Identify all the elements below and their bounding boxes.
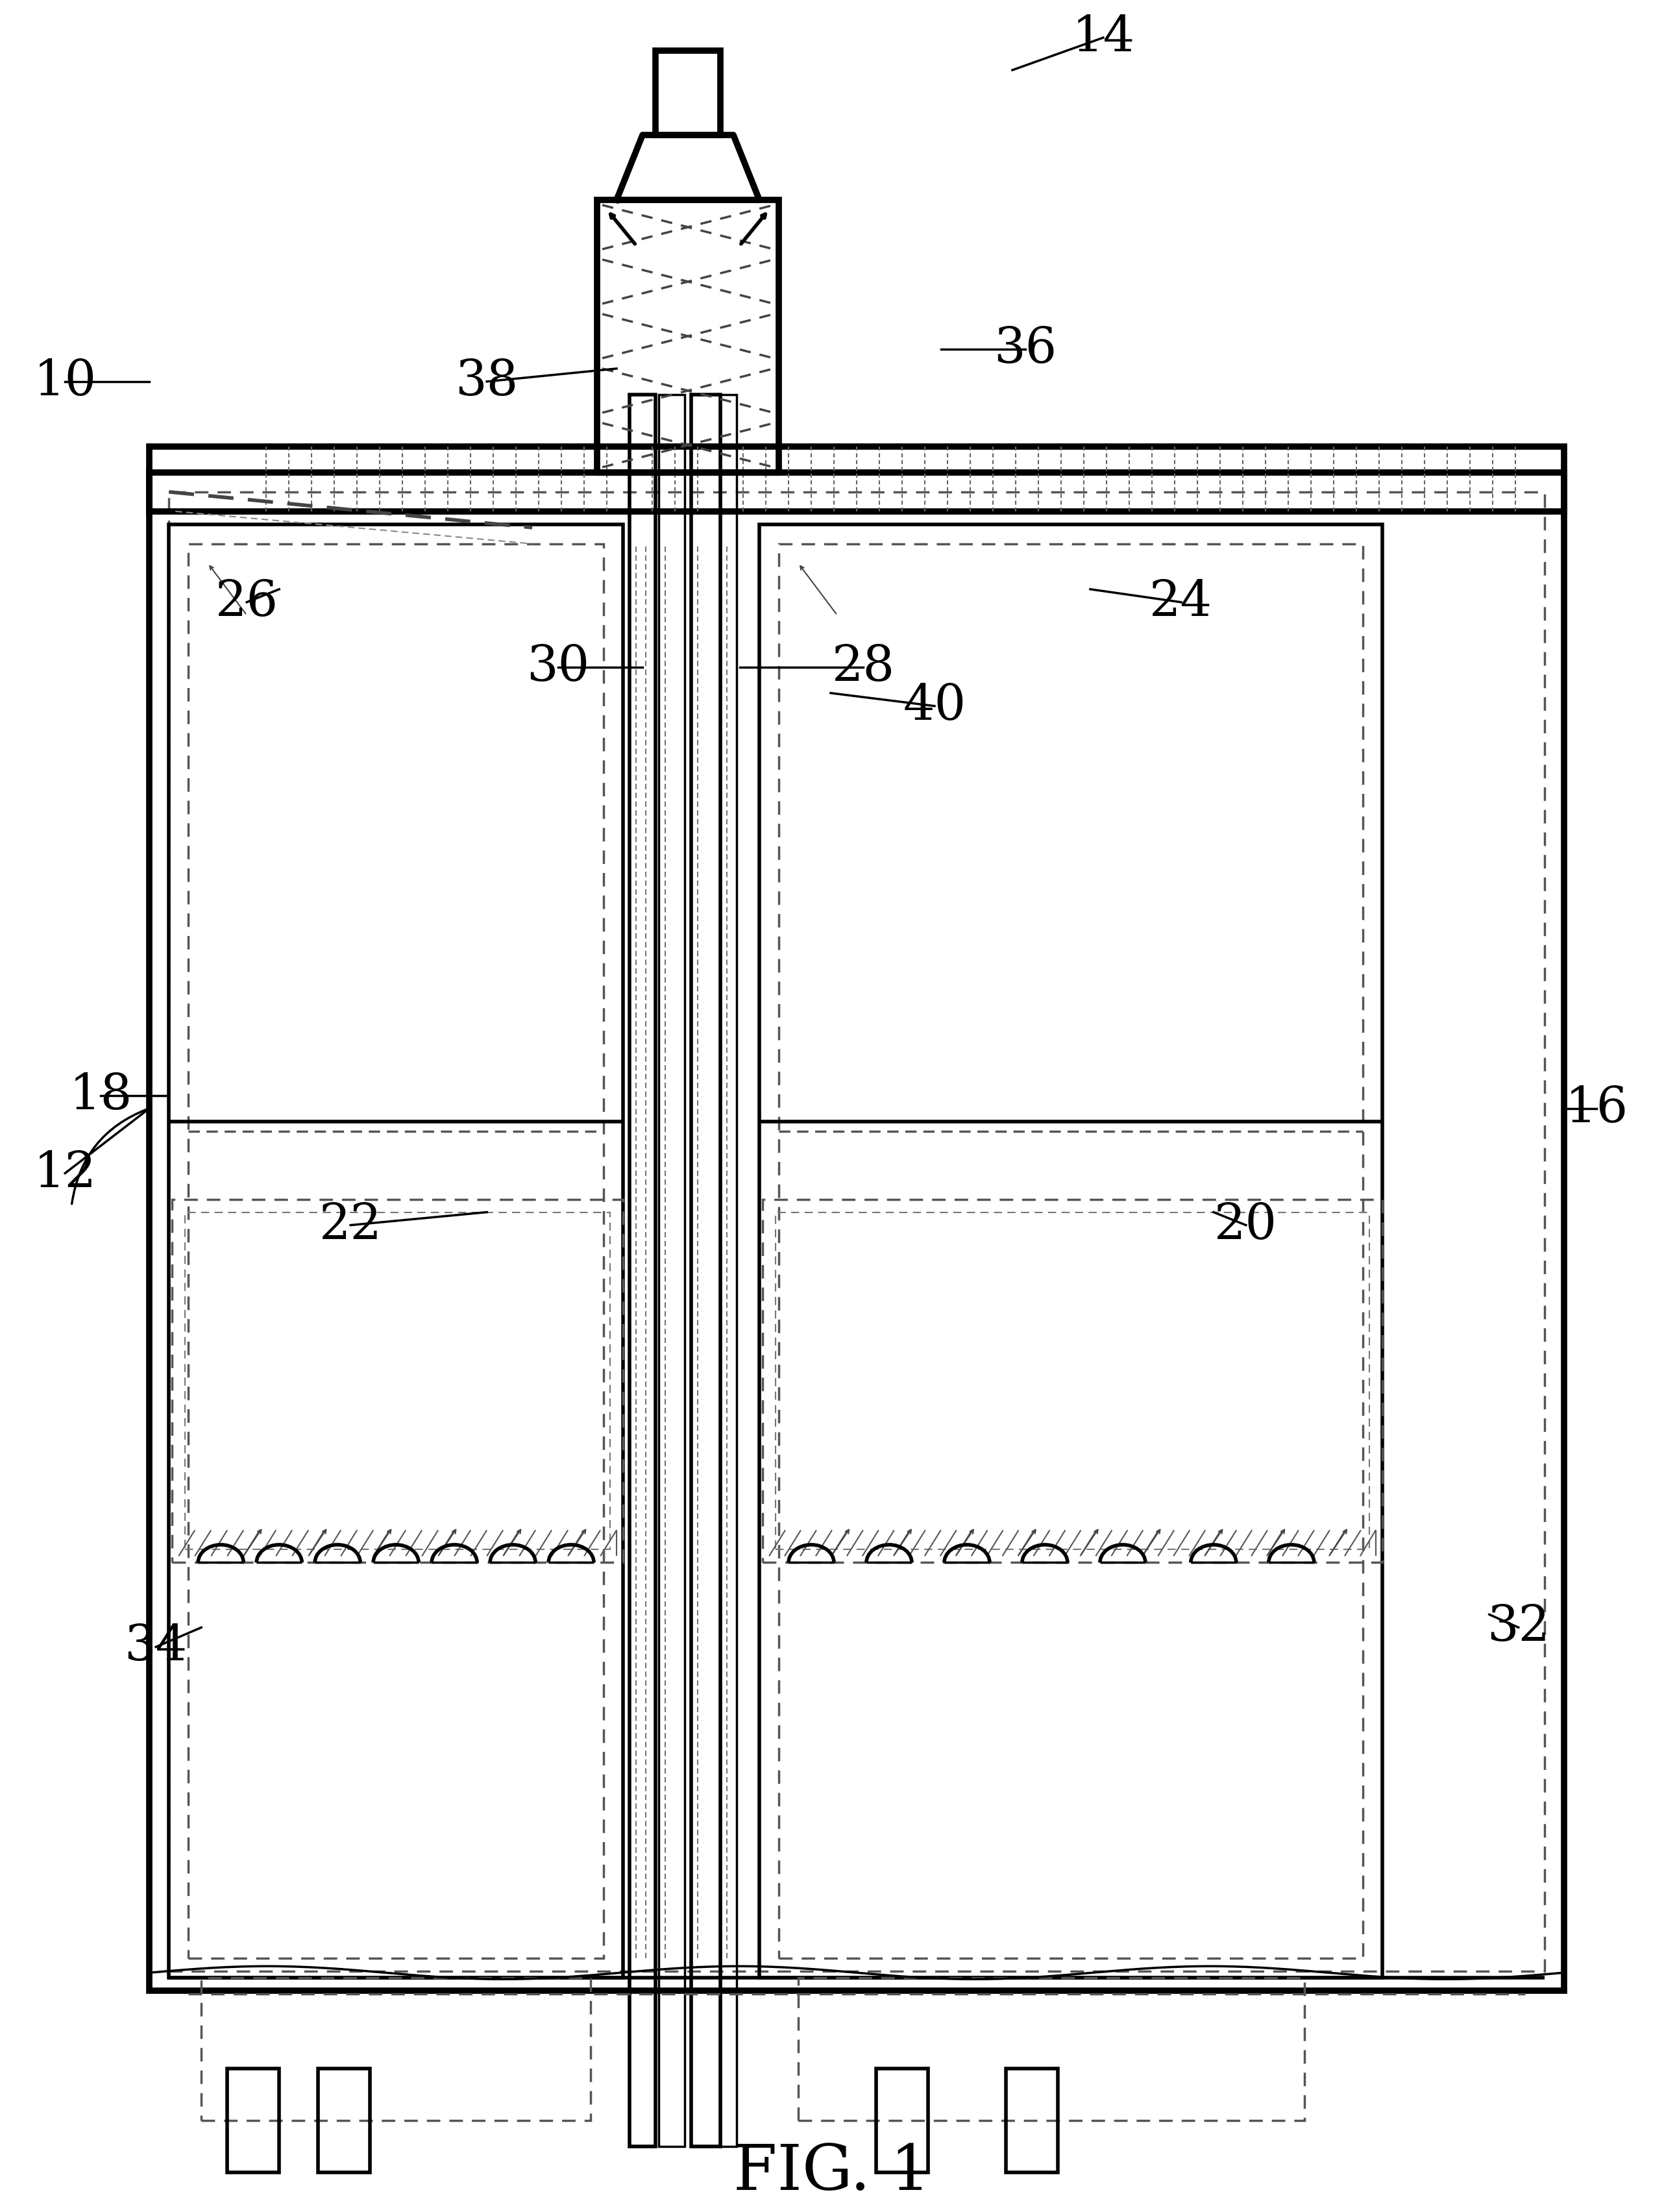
Bar [318,2068,369,2172]
Text: 26: 26 [215,577,278,626]
Text: 20: 20 [1215,1201,1278,1250]
Bar [659,394,684,2146]
Bar [228,2068,280,2172]
Text: 14: 14 [1072,13,1135,62]
Bar [171,1199,622,1562]
Bar [656,51,721,135]
Bar [150,473,1564,1991]
Bar [150,447,1564,511]
Text: 38: 38 [456,358,519,405]
Text: 32: 32 [1488,1604,1549,1652]
Bar [691,394,721,2146]
Text: 40: 40 [904,681,967,730]
Bar [629,394,656,2146]
Bar [188,544,604,1958]
Bar [168,524,622,1978]
Text: 34: 34 [125,1624,188,1670]
Bar [775,1212,1369,1551]
Bar [721,394,737,2146]
Text: 30: 30 [526,644,589,690]
Text: 12: 12 [33,1150,97,1197]
Bar [201,1978,591,2121]
Bar [1005,2068,1058,2172]
Text: 18: 18 [70,1071,133,1119]
Text: 36: 36 [993,325,1057,374]
Text: 28: 28 [832,644,895,690]
Bar [759,524,1383,1978]
Bar [762,1199,1383,1562]
Text: 10: 10 [33,358,97,405]
Text: FIG. 1: FIG. 1 [734,2141,930,2203]
Bar [168,491,1544,1971]
Bar [597,199,779,473]
Text: 16: 16 [1564,1084,1627,1133]
Bar [877,2068,929,2172]
Polygon shape [617,135,759,199]
Bar [799,1978,1305,2121]
Text: 24: 24 [1150,577,1213,626]
Text: 22: 22 [319,1201,383,1250]
Bar [779,544,1363,1958]
Bar [185,1212,611,1551]
